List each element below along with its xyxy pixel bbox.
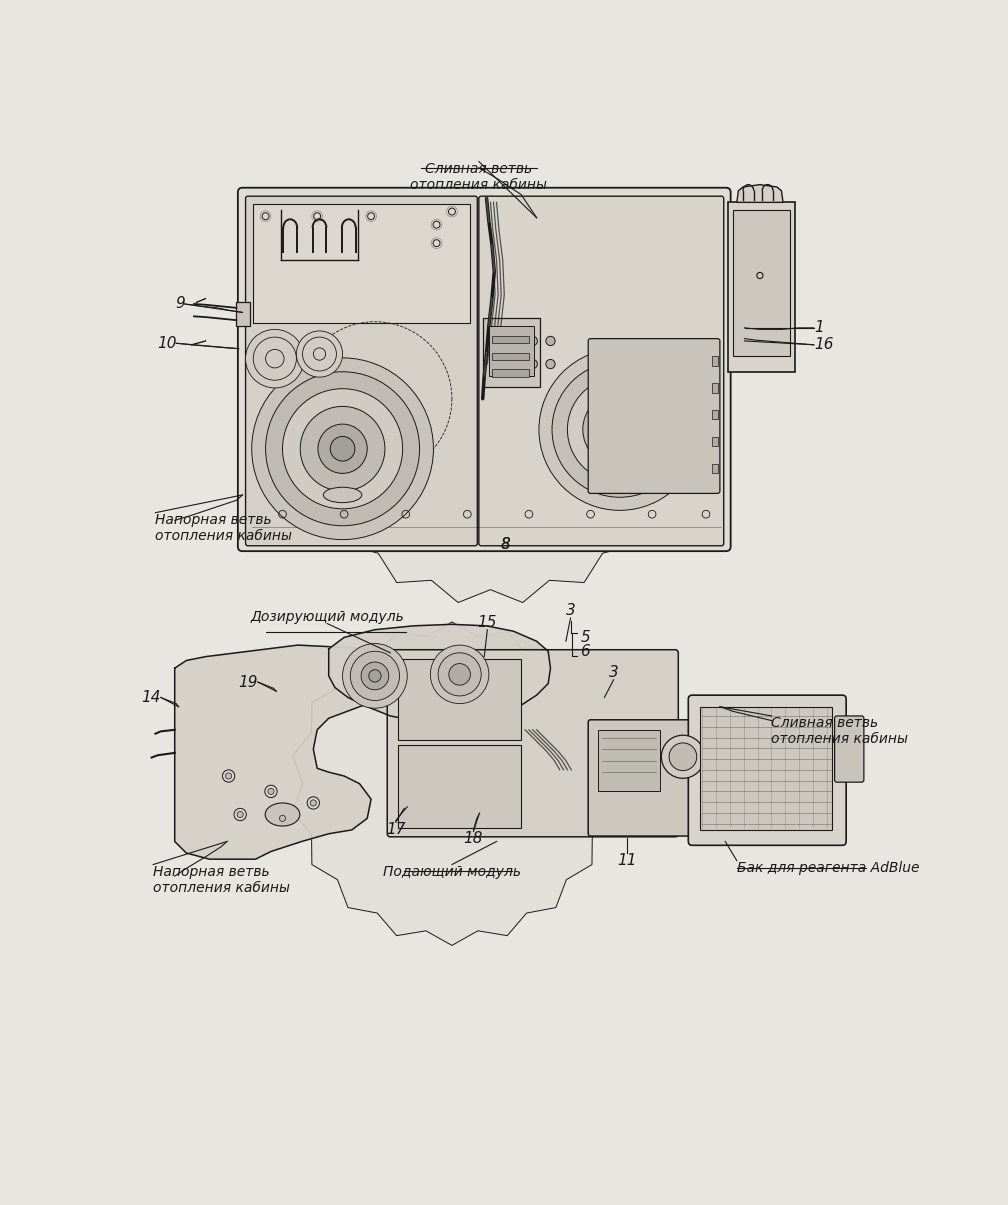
Circle shape (583, 393, 657, 466)
Circle shape (318, 424, 367, 474)
Circle shape (279, 816, 285, 822)
Bar (253, 204, 471, 323)
Circle shape (252, 358, 433, 540)
Text: Подающий модуль: Подающий модуль (383, 864, 521, 878)
FancyBboxPatch shape (688, 695, 846, 845)
Circle shape (265, 786, 277, 798)
Bar (492, 370, 529, 377)
Ellipse shape (265, 803, 299, 827)
Bar (483, 318, 540, 387)
Bar (713, 357, 719, 365)
Circle shape (302, 337, 337, 371)
Text: 14: 14 (141, 690, 161, 705)
Circle shape (307, 797, 320, 809)
Text: 8: 8 (501, 537, 511, 552)
Bar (236, 302, 250, 325)
Bar (492, 335, 529, 343)
Circle shape (282, 389, 402, 509)
Text: 18: 18 (464, 831, 483, 846)
Circle shape (276, 812, 288, 824)
FancyBboxPatch shape (479, 196, 724, 546)
Text: Напорная ветвь
отопления кабины: Напорная ветвь отопления кабины (153, 864, 290, 895)
Bar (489, 325, 533, 376)
Circle shape (300, 406, 385, 492)
Bar (398, 659, 521, 740)
Text: 16: 16 (813, 337, 834, 352)
Circle shape (331, 436, 355, 462)
Circle shape (253, 337, 296, 381)
Circle shape (246, 329, 304, 388)
FancyBboxPatch shape (589, 719, 724, 836)
FancyBboxPatch shape (238, 188, 731, 551)
Circle shape (528, 336, 537, 346)
Text: 9: 9 (175, 296, 184, 311)
Text: 17: 17 (386, 822, 405, 837)
Circle shape (661, 735, 705, 778)
Polygon shape (174, 645, 398, 859)
FancyBboxPatch shape (387, 649, 678, 836)
Text: 6: 6 (581, 643, 591, 659)
Circle shape (669, 743, 697, 771)
Text: 1: 1 (813, 321, 824, 335)
Text: 3: 3 (565, 604, 576, 618)
Text: 10: 10 (157, 336, 176, 351)
Polygon shape (292, 622, 611, 946)
Polygon shape (737, 184, 783, 202)
Text: Сливная ветвь
отопления кабины: Сливная ветвь отопления кабины (410, 161, 547, 192)
Bar (713, 383, 719, 393)
Circle shape (430, 645, 489, 704)
Circle shape (343, 643, 407, 709)
Text: 15: 15 (478, 615, 497, 630)
Text: Дозирующий модуль: Дозирующий модуль (250, 610, 404, 623)
Circle shape (234, 809, 246, 821)
Circle shape (361, 662, 389, 689)
Circle shape (237, 811, 243, 817)
Polygon shape (329, 624, 550, 724)
Circle shape (226, 772, 232, 780)
Text: 5: 5 (581, 630, 591, 645)
FancyBboxPatch shape (589, 339, 720, 493)
Ellipse shape (324, 487, 362, 502)
Circle shape (223, 770, 235, 782)
Text: Напорная ветвь
отопления кабины: Напорная ветвь отопления кабины (155, 512, 292, 543)
Bar (492, 353, 529, 360)
Circle shape (598, 408, 641, 451)
Circle shape (265, 372, 419, 525)
FancyBboxPatch shape (835, 716, 864, 782)
Circle shape (265, 349, 284, 368)
Bar (713, 437, 719, 446)
Bar (728, 202, 795, 372)
Text: 19: 19 (238, 675, 258, 689)
Polygon shape (286, 195, 695, 602)
Circle shape (568, 377, 672, 482)
Circle shape (268, 788, 274, 794)
Circle shape (296, 331, 343, 377)
Bar (733, 210, 790, 357)
Circle shape (546, 336, 555, 346)
Circle shape (313, 348, 326, 360)
Circle shape (351, 651, 399, 700)
Circle shape (552, 362, 687, 498)
Circle shape (369, 670, 381, 682)
Text: Бак для реагента AdBlue: Бак для реагента AdBlue (737, 860, 919, 875)
Circle shape (449, 664, 471, 686)
Bar (398, 745, 521, 828)
Circle shape (438, 653, 481, 696)
Circle shape (310, 800, 317, 806)
Bar (713, 410, 719, 419)
Text: 8: 8 (501, 537, 511, 552)
Circle shape (539, 348, 701, 511)
Circle shape (546, 359, 555, 369)
Circle shape (528, 359, 537, 369)
Text: 3: 3 (609, 665, 619, 680)
Text: Сливная ветвь
отопления кабины: Сливная ветвь отопления кабины (771, 716, 908, 746)
Bar (598, 730, 660, 792)
Bar (700, 706, 833, 830)
Bar (713, 464, 719, 474)
Text: 11: 11 (618, 853, 637, 868)
FancyBboxPatch shape (246, 196, 478, 546)
